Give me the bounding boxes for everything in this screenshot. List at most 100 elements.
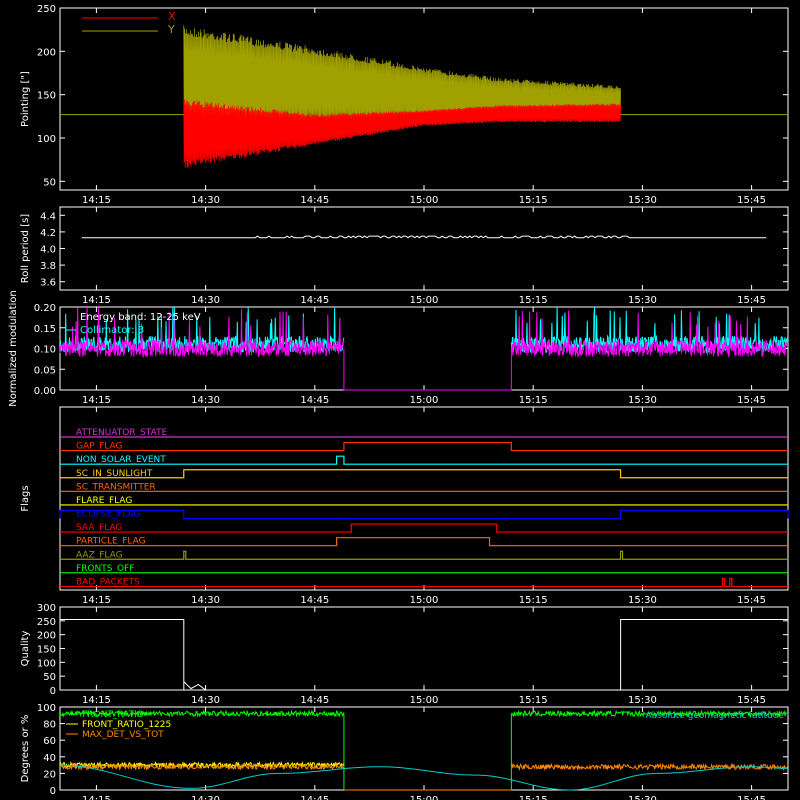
y-tick-label: 4.2 — [40, 228, 56, 239]
y-axis-label: Pointing ["] — [20, 71, 31, 127]
x-tick-label: 15:15 — [519, 595, 548, 606]
flag-line — [60, 550, 788, 560]
y-axis-label: Roll period [s] — [20, 214, 31, 283]
flag-label: BAD_PACKETS — [76, 577, 140, 587]
x-tick-label: 15:15 — [519, 795, 548, 800]
x-tick-label: 15:30 — [628, 395, 657, 406]
y-tick-label: 3.8 — [40, 261, 56, 272]
legend-label: Y — [167, 23, 175, 36]
y-tick-label: 200 — [37, 631, 56, 642]
flag-line — [60, 441, 788, 452]
legend-label: MAX_DET_VS_TOT — [82, 730, 164, 740]
x-tick-label: 14:30 — [191, 195, 220, 206]
x-tick-label: 15:30 — [628, 795, 657, 800]
x-tick-label: 15:30 — [628, 695, 657, 706]
x-tick-label: 15:15 — [519, 195, 548, 206]
y-axis-label: Flags — [20, 485, 31, 511]
x-tick-label: 14:30 — [191, 295, 220, 306]
y-tick-label: 20 — [43, 769, 56, 780]
y-tick-label: 150 — [37, 645, 56, 656]
panel-frame — [59, 406, 789, 591]
x-tick-label: 15:15 — [519, 295, 548, 306]
flag-label: SC_IN_SUNLIGHT — [76, 469, 153, 479]
x-tick-label: 15:45 — [737, 195, 766, 206]
y-tick-label: 60 — [43, 736, 56, 747]
y-tick-label: 100 — [37, 134, 56, 145]
series-line-degrees — [59, 709, 789, 718]
x-tick-label: 14:30 — [191, 795, 220, 800]
x-tick-label: 14:30 — [191, 395, 220, 406]
legend-label: FRONT_RATIO_1225 — [82, 720, 171, 730]
annotation-energy-band: Energy band: 12-25 keV — [80, 312, 201, 323]
y-tick-label: 0.15 — [34, 324, 56, 335]
x-tick-label: 14:15 — [82, 695, 111, 706]
y-tick-label: 250 — [37, 617, 56, 628]
x-tick-label: 15:45 — [737, 395, 766, 406]
flag-label: GAP_FLAG — [76, 442, 122, 452]
x-tick-label: 15:00 — [410, 395, 439, 406]
x-tick-label: 14:15 — [82, 195, 111, 206]
flag-label: NON_SOLAR_EVENT — [76, 455, 166, 465]
x-tick-label: 15:15 — [519, 695, 548, 706]
x-tick-label: 15:00 — [410, 295, 439, 306]
x-tick-label: 14:15 — [82, 595, 111, 606]
flag-line — [60, 455, 788, 465]
flag-label: ATTENUATOR_STATE — [76, 428, 168, 438]
y-tick-label: 100 — [37, 658, 56, 669]
series-gap-line — [343, 348, 512, 391]
flag-line — [60, 523, 788, 533]
x-tick-label: 14:30 — [191, 595, 220, 606]
flag-line — [59, 509, 789, 520]
y-tick-label: 3.6 — [40, 278, 56, 289]
y-tick-label: 80 — [43, 720, 56, 731]
flag-label: AAZ_FLAG — [76, 550, 123, 560]
series-line-quality — [60, 619, 788, 691]
y-tick-label: 0 — [50, 786, 56, 797]
y-axis-label: Degrees or % — [20, 715, 31, 783]
series-line-x — [183, 99, 621, 168]
x-tick-label: 15:45 — [737, 795, 766, 800]
x-tick-label: 14:45 — [300, 695, 329, 706]
x-tick-label: 15:00 — [410, 695, 439, 706]
y-tick-label: 250 — [37, 4, 56, 15]
series-line-roll-period — [81, 235, 767, 239]
flag-line — [60, 577, 788, 588]
y-tick-label: 0.20 — [34, 303, 56, 314]
y-tick-label: 200 — [37, 47, 56, 58]
flag-label: SC_TRANSMITTER — [76, 482, 156, 492]
x-tick-label: 14:45 — [300, 795, 329, 800]
y-tick-label: 4.0 — [40, 245, 56, 256]
x-tick-label: 14:15 — [82, 395, 111, 406]
y-tick-label: 0.05 — [34, 365, 56, 376]
x-tick-label: 14:15 — [82, 795, 111, 800]
legend-label: X — [168, 10, 176, 23]
y-tick-label: 50 — [43, 672, 56, 683]
x-tick-label: 15:00 — [410, 595, 439, 606]
flag-line — [60, 469, 788, 479]
x-tick-label: 15:15 — [519, 395, 548, 406]
y-axis-label: Quality — [20, 631, 31, 667]
y-tick-label: 300 — [37, 603, 56, 614]
flag-label: ECLIPSE_FLAG — [76, 510, 140, 520]
flag-line — [60, 537, 788, 547]
flag-label: PARTICLE_FLAG — [76, 537, 146, 547]
x-tick-label: 15:45 — [737, 595, 766, 606]
x-tick-label: 15:30 — [628, 195, 657, 206]
x-tick-label: 15:00 — [410, 195, 439, 206]
y-tick-label: 150 — [37, 91, 56, 102]
y-tick-label: 50 — [43, 177, 56, 188]
x-tick-label: 15:45 — [737, 695, 766, 706]
x-tick-label: 14:30 — [191, 695, 220, 706]
series-line-y — [183, 25, 621, 131]
panel-frame — [59, 206, 789, 291]
legend-label: FRONT_RATIO — [82, 710, 144, 720]
flag-label: FRONTS_OFF — [76, 564, 134, 574]
series-line-degrees — [60, 764, 788, 791]
x-tick-label: 15:45 — [737, 295, 766, 306]
annotation-geomagnetic: Absolute geomagnetic latitude — [645, 711, 784, 721]
x-tick-label: 15:00 — [410, 795, 439, 800]
x-tick-label: 14:45 — [300, 195, 329, 206]
x-tick-label: 14:45 — [300, 395, 329, 406]
annotation-collimator: Collimator: 3 — [80, 325, 144, 336]
